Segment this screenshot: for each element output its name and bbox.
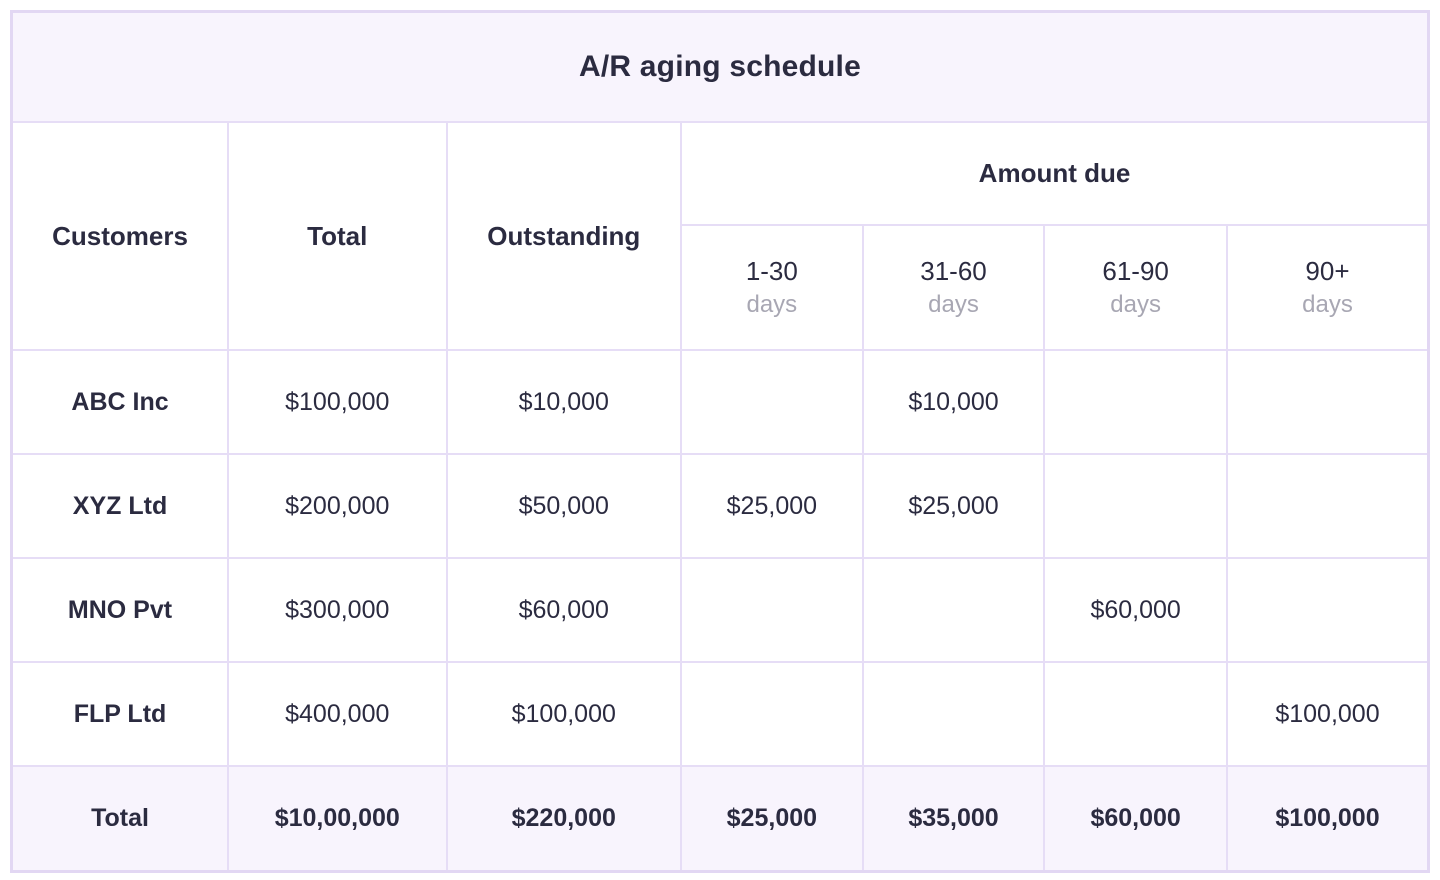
table-title: A/R aging schedule (10, 10, 1430, 123)
outstanding-cell: $10,000 (445, 349, 683, 455)
customer-name-cell: FLP Ltd (10, 661, 230, 767)
column-header-bucket-31-60: 31-60 days (861, 224, 1046, 351)
total-row-bucket-61-90-cell: $60,000 (1043, 765, 1228, 872)
customer-name-cell: XYZ Ltd (10, 453, 230, 559)
column-header-amount-due: Amount due (680, 121, 1430, 226)
total-cell: $400,000 (227, 661, 448, 767)
table-title-row: A/R aging schedule (10, 10, 1430, 123)
customer-name-cell: MNO Pvt (10, 557, 230, 663)
total-cell: $300,000 (227, 557, 448, 663)
table-row: XYZ Ltd $200,000 $50,000 $25,000 $25,000 (10, 453, 1430, 559)
total-row-outstanding-cell: $220,000 (445, 765, 683, 872)
total-row: Total $10,00,000 $220,000 $25,000 $35,00… (10, 765, 1430, 872)
outstanding-cell: $60,000 (445, 557, 683, 663)
bucket-1-30-cell (680, 661, 864, 767)
outstanding-cell: $50,000 (445, 453, 683, 559)
column-header-bucket-90-plus: 90+ days (1225, 224, 1430, 351)
column-header-bucket-1-30: 1-30 days (680, 224, 864, 351)
bucket-1-30-cell (680, 349, 864, 455)
bucket-unit-label: days (746, 290, 798, 318)
bucket-unit-label: days (928, 290, 979, 318)
bucket-90-plus-cell (1225, 557, 1430, 663)
bucket-61-90-cell: $60,000 (1043, 557, 1228, 663)
total-cell: $200,000 (227, 453, 448, 559)
customer-name-cell: ABC Inc (10, 349, 230, 455)
bucket-90-plus-cell (1225, 349, 1430, 455)
bucket-range-label: 90+ (1305, 255, 1350, 286)
bucket-unit-label: days (1302, 290, 1353, 318)
bucket-90-plus-cell: $100,000 (1225, 661, 1430, 767)
ar-aging-table: A/R aging schedule Customers Total Outst… (10, 10, 1430, 873)
column-header-outstanding: Outstanding (445, 121, 683, 351)
table-row: FLP Ltd $400,000 $100,000 $100,000 (10, 661, 1430, 767)
bucket-31-60-cell (861, 661, 1046, 767)
total-cell: $100,000 (227, 349, 448, 455)
column-header-customers: Customers (10, 121, 230, 351)
bucket-90-plus-cell (1225, 453, 1430, 559)
bucket-range-label: 1-30 (745, 255, 798, 286)
outstanding-cell: $100,000 (445, 661, 683, 767)
bucket-range-label: 61-90 (1102, 255, 1169, 286)
total-row-bucket-90-plus-cell: $100,000 (1225, 765, 1430, 872)
total-row-label: Total (10, 765, 230, 872)
bucket-61-90-cell (1043, 349, 1228, 455)
column-header-total: Total (227, 121, 448, 351)
bucket-31-60-cell: $25,000 (861, 453, 1046, 559)
total-row-bucket-1-30-cell: $25,000 (680, 765, 864, 872)
table-row: ABC Inc $100,000 $10,000 $10,000 (10, 349, 1430, 455)
total-row-bucket-31-60-cell: $35,000 (861, 765, 1046, 872)
bucket-1-30-cell: $25,000 (680, 453, 864, 559)
column-header-bucket-61-90: 61-90 days (1043, 224, 1228, 351)
bucket-61-90-cell (1043, 661, 1228, 767)
bucket-1-30-cell (680, 557, 864, 663)
table-row: MNO Pvt $300,000 $60,000 $60,000 (10, 557, 1430, 663)
total-row-total-cell: $10,00,000 (227, 765, 448, 872)
bucket-31-60-cell: $10,000 (861, 349, 1046, 455)
bucket-unit-label: days (1110, 290, 1161, 318)
header-row-buckets: 1-30 days 31-60 days 61-90 days 90+ days (12, 224, 1430, 351)
bucket-31-60-cell (861, 557, 1046, 663)
header-row-top: Customers Total Outstanding Amount due (10, 121, 1430, 351)
bucket-61-90-cell (1043, 453, 1228, 559)
bucket-range-label: 31-60 (920, 255, 987, 286)
